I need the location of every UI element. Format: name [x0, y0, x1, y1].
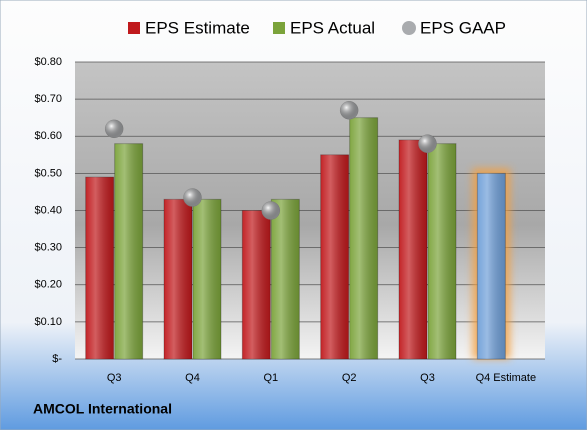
y-tick-label: $0.40 — [34, 204, 62, 216]
bar-shine — [114, 143, 143, 359]
legend-marker — [402, 21, 416, 35]
bar-shine — [85, 177, 114, 359]
x-tick-label: Q3 — [420, 372, 435, 384]
y-tick-label: $0.20 — [34, 279, 62, 291]
marker-shine — [105, 119, 124, 138]
bar-shine — [193, 199, 221, 359]
x-tick-label: Q4 — [185, 372, 200, 384]
y-tick-label: $0.50 — [34, 167, 62, 179]
legend-label: EPS GAAP — [420, 18, 506, 37]
legend-label: EPS Actual — [290, 18, 375, 37]
x-tick-label: Q4 Estimate — [476, 372, 537, 384]
bar-shine — [428, 143, 456, 359]
y-tick-label: $0.60 — [34, 130, 62, 142]
bar-shine — [399, 139, 427, 359]
bar-shine — [271, 199, 300, 359]
company-name: AMCOL International — [33, 401, 172, 417]
bar-shine — [477, 173, 506, 359]
legend-marker — [128, 22, 140, 34]
marker-shine — [418, 134, 437, 153]
bar-shine — [320, 154, 349, 359]
legend-label: EPS Estimate — [145, 18, 250, 37]
y-tick-label: $- — [52, 353, 62, 365]
x-tick-label: Q2 — [342, 372, 357, 384]
x-tick-label: Q1 — [263, 372, 278, 384]
x-tick-label: Q3 — [107, 372, 122, 384]
y-tick-label: $0.30 — [34, 242, 62, 254]
bar-shine — [164, 199, 192, 359]
marker-shine — [261, 201, 280, 220]
y-tick-label: $0.70 — [34, 93, 62, 105]
y-tick-label: $0.10 — [34, 316, 62, 328]
bar-shine — [349, 117, 378, 359]
legend-marker — [273, 22, 285, 34]
marker-shine — [340, 101, 359, 120]
y-tick-label: $0.80 — [34, 56, 62, 68]
bar-shine — [242, 210, 271, 359]
marker-shine — [183, 188, 202, 207]
